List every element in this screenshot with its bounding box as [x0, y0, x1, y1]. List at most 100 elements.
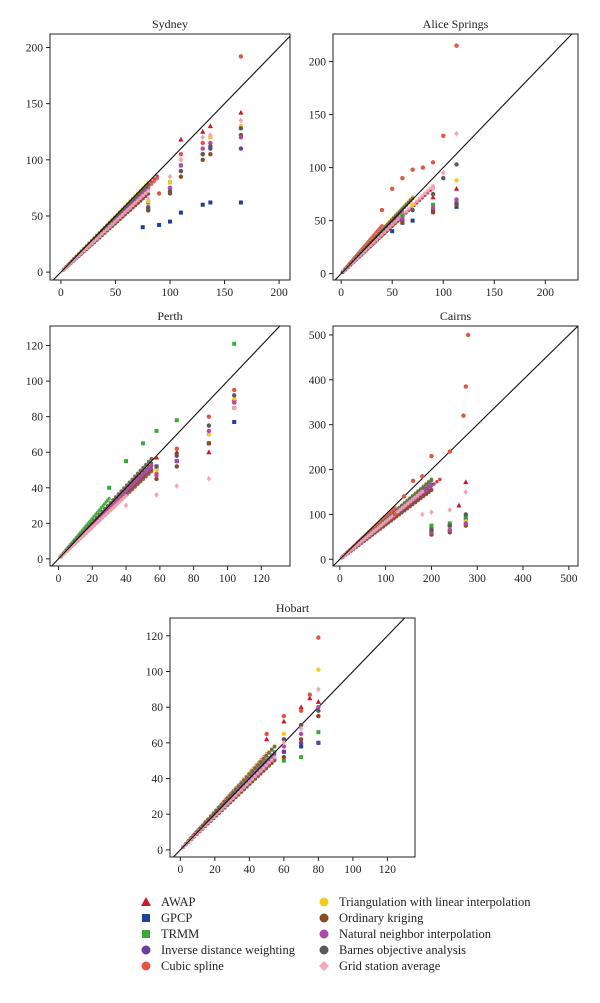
data-point-awap [430, 194, 436, 200]
data-point-trmm [232, 341, 237, 346]
quantile-cloud-point [144, 474, 148, 479]
data-point-awap [264, 736, 270, 742]
quantile-cloud-point [92, 518, 96, 523]
data-point-gpcp [299, 744, 304, 749]
quantile-cloud-point [413, 500, 418, 505]
quantile-cloud-point [149, 469, 154, 474]
quantile-cloud-point [97, 512, 102, 517]
quantile-cloud-point [267, 763, 271, 768]
data-point-trmm [400, 213, 405, 218]
data-point-awap [307, 695, 313, 701]
quantile-cloud-point [418, 496, 423, 501]
x-tick-label: 50 [386, 287, 398, 299]
data-point-barnes-objective-analysis [298, 722, 304, 728]
data-point-awap [281, 718, 287, 724]
data-point-cubic-spline [174, 446, 179, 451]
panel-cairns: Cairns 0 100 200 300 400 500 0 100 200 300 400 500 [309, 309, 579, 585]
quantile-cloud-point [416, 498, 420, 503]
data-point-cubic-spline [281, 713, 287, 719]
reference-line-alice-springs [334, 34, 573, 280]
y-tick-label: 100 [146, 667, 164, 679]
data-point-awap [200, 128, 206, 134]
series-cubic-spline [379, 43, 459, 213]
x-tick-label: 0 [338, 287, 344, 299]
series-natural-neighbor-interpolation [154, 400, 237, 478]
data-point-cubic-spline [430, 160, 436, 165]
data-point-barnes-objective-analysis [430, 191, 436, 197]
quantile-cloud-point [242, 778, 246, 783]
series-barnes-objective-analysis [281, 708, 321, 742]
legend-item-awap: AWAP [140, 894, 195, 910]
legend-item-trmm: TRMM [140, 926, 199, 942]
series-cubic-spline [392, 332, 471, 517]
data-point-inverse-distance-weighting [281, 749, 287, 754]
y-tick-label: 0 [37, 267, 43, 279]
quantile-cloud-point [406, 207, 411, 211]
plot-area-sydney [52, 35, 290, 280]
plot-area-alice-springs [334, 34, 573, 280]
data-point-gpcp [429, 525, 434, 530]
data-point-natural-neighbor-interpolation [154, 473, 159, 478]
quantile-cloud-point [112, 220, 117, 224]
x-tick-label: 40 [120, 573, 132, 585]
quantile-cloud-point [267, 760, 271, 765]
quantile-cloud-point [92, 239, 97, 244]
quantile-cloud-point [423, 191, 427, 196]
quantile-cloud-point [89, 241, 94, 246]
quantile-cloud-point [110, 222, 115, 227]
legend-marker-circle-icon [319, 945, 329, 955]
data-point-barnes-objective-analysis [208, 144, 213, 149]
quantile-cloud-point [420, 194, 425, 198]
quantile-cloud-point [258, 760, 263, 764]
data-point-natural-neighbor-interpolation [167, 185, 173, 191]
y-tick-label: 100 [309, 163, 327, 175]
data-point-gpcp [178, 210, 183, 215]
series-trmm [107, 341, 237, 490]
data-point-trmm [429, 523, 434, 528]
quantile-cloud-point [424, 482, 428, 487]
data-point-barnes-objective-analysis [145, 205, 151, 211]
data-point-trmm [154, 428, 159, 433]
reference-line-perth [51, 326, 281, 566]
data-point-triangulation-with-linear-interpolation [232, 396, 237, 402]
quantile-cloud-point [258, 771, 263, 776]
data-point-triangulation-with-linear-interpolation [206, 432, 212, 437]
quantile-cloud-point [155, 176, 160, 181]
data-point-grid-station-average [316, 686, 321, 693]
series-inverse-distance-weighting [145, 146, 244, 213]
data-point-gpcp [200, 202, 205, 207]
y-tick-label: 80 [32, 412, 44, 424]
y-tick-label: 300 [309, 420, 327, 432]
quantile-cloud-point [261, 769, 266, 773]
data-point-natural-neighbor-interpolation [178, 163, 184, 168]
data-point-barnes-objective-analysis [463, 512, 469, 517]
data-point-barnes-objective-analysis [447, 523, 452, 528]
quantile-cloud-point [352, 258, 357, 263]
x-tick-label: 0 [337, 573, 343, 585]
quantile-cloud-point [195, 831, 199, 836]
y-tick-label: 500 [309, 330, 327, 342]
data-point-cubic-spline [392, 512, 398, 517]
data-point-gpcp [168, 219, 172, 224]
data-point-trmm [140, 441, 145, 446]
x-tick-label: 200 [423, 573, 441, 585]
quantile-cloud-point [350, 261, 354, 266]
series-triangulation-with-linear-interpolation [154, 396, 237, 473]
quantile-cloud-point [135, 482, 140, 487]
data-point-natural-neighbor-interpolation [298, 731, 304, 737]
quantile-cloud-point [123, 210, 127, 215]
quantile-cloud-point [130, 487, 135, 492]
data-point-barnes-objective-analysis [429, 527, 434, 533]
series-barnes-objective-analysis [154, 393, 237, 469]
data-point-trmm [124, 459, 129, 464]
quantile-cloud-point [127, 485, 132, 490]
legend-item-natural-neighbor-interpolation: Natural neighbor interpolation [318, 926, 491, 942]
quantile-cloud-point [141, 193, 145, 198]
series-grid-station-average [123, 404, 237, 509]
data-point-barnes-objective-analysis [167, 189, 173, 194]
quantile-cloud-point [272, 755, 277, 760]
quantile-cloud-point [197, 828, 202, 833]
legend-label: Grid station average [339, 958, 441, 973]
data-point-natural-neighbor-interpolation [206, 428, 212, 434]
data-point-awap [206, 449, 212, 455]
